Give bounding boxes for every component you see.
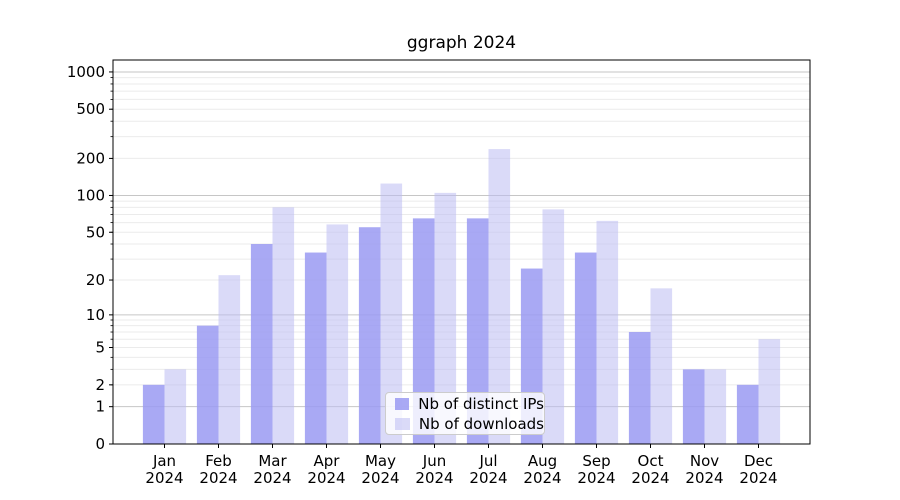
- y-tick-label: 100: [76, 186, 105, 204]
- x-tick-label: Jun 2024: [415, 452, 453, 487]
- bar-nb-of-downloads-apr: [326, 224, 349, 444]
- bar-nb-of-distinct-ips-may: [358, 227, 381, 444]
- bar-nb-of-distinct-ips-mar: [250, 244, 273, 444]
- y-tick-label: 500: [76, 100, 105, 118]
- y-tick-label: 2: [95, 376, 105, 394]
- bar-nb-of-distinct-ips-oct: [628, 332, 651, 444]
- legend-item-distinct-ips: Nb of distinct IPs: [395, 394, 544, 413]
- y-tick-label: 200: [76, 149, 105, 167]
- x-tick-label: May 2024: [361, 452, 399, 487]
- bar-nb-of-distinct-ips-jan: [142, 384, 165, 444]
- x-tick-label: Dec 2024: [739, 452, 777, 487]
- bar-nb-of-downloads-feb: [218, 275, 241, 444]
- x-tick-label: Jan 2024: [145, 452, 183, 487]
- bar-nb-of-downloads-may: [380, 183, 403, 444]
- y-tick-label: 50: [86, 223, 105, 241]
- legend-label-distinct-ips: Nb of distinct IPs: [418, 394, 544, 413]
- x-tick-label: Jul 2024: [469, 452, 507, 487]
- y-tick-label: 1: [95, 398, 105, 416]
- legend-swatch-downloads: [395, 417, 410, 430]
- bar-nb-of-downloads-mar: [272, 207, 295, 444]
- bar-nb-of-distinct-ips-dec: [736, 384, 759, 444]
- y-tick-label: 1000: [67, 63, 105, 81]
- y-tick-label: 10: [86, 306, 105, 324]
- bar-nb-of-downloads-aug: [542, 209, 565, 444]
- legend: Nb of distinct IPs Nb of downloads: [385, 392, 545, 435]
- x-tick-label: Nov 2024: [685, 452, 723, 487]
- bar-nb-of-downloads-jan: [164, 369, 187, 444]
- x-tick-label: Feb 2024: [199, 452, 237, 487]
- bar-nb-of-downloads-jun: [434, 192, 457, 444]
- bar-nb-of-distinct-ips-jun: [412, 218, 435, 444]
- bar-nb-of-downloads-dec: [758, 339, 781, 444]
- plot-border: [112, 59, 811, 445]
- y-tick-label: 20: [86, 271, 105, 289]
- x-tick-label: Apr 2024: [307, 452, 345, 487]
- x-tick-label: Aug 2024: [523, 452, 561, 487]
- bar-nb-of-distinct-ips-nov: [682, 369, 705, 444]
- legend-label-downloads: Nb of downloads: [418, 414, 544, 433]
- x-tick-label: Sep 2024: [577, 452, 615, 487]
- legend-item-downloads: Nb of downloads: [395, 414, 544, 433]
- x-tick-label: Mar 2024: [253, 452, 291, 487]
- x-tick-label: Oct 2024: [631, 452, 669, 487]
- bar-nb-of-distinct-ips-sep: [574, 252, 597, 444]
- bar-nb-of-distinct-ips-apr: [304, 252, 327, 444]
- chart-title: ggraph 2024: [406, 33, 517, 53]
- legend-swatch-distinct-ips: [395, 397, 410, 410]
- bar-nb-of-downloads-sep: [596, 220, 619, 444]
- bar-nb-of-downloads-jul: [488, 149, 511, 444]
- bar-nb-of-downloads-nov: [704, 369, 727, 444]
- y-tick-label: 0: [95, 435, 105, 453]
- y-tick-label: 5: [95, 339, 105, 357]
- bar-nb-of-distinct-ips-feb: [196, 325, 219, 444]
- bar-nb-of-distinct-ips-jul: [466, 218, 489, 444]
- bar-nb-of-downloads-oct: [650, 288, 673, 444]
